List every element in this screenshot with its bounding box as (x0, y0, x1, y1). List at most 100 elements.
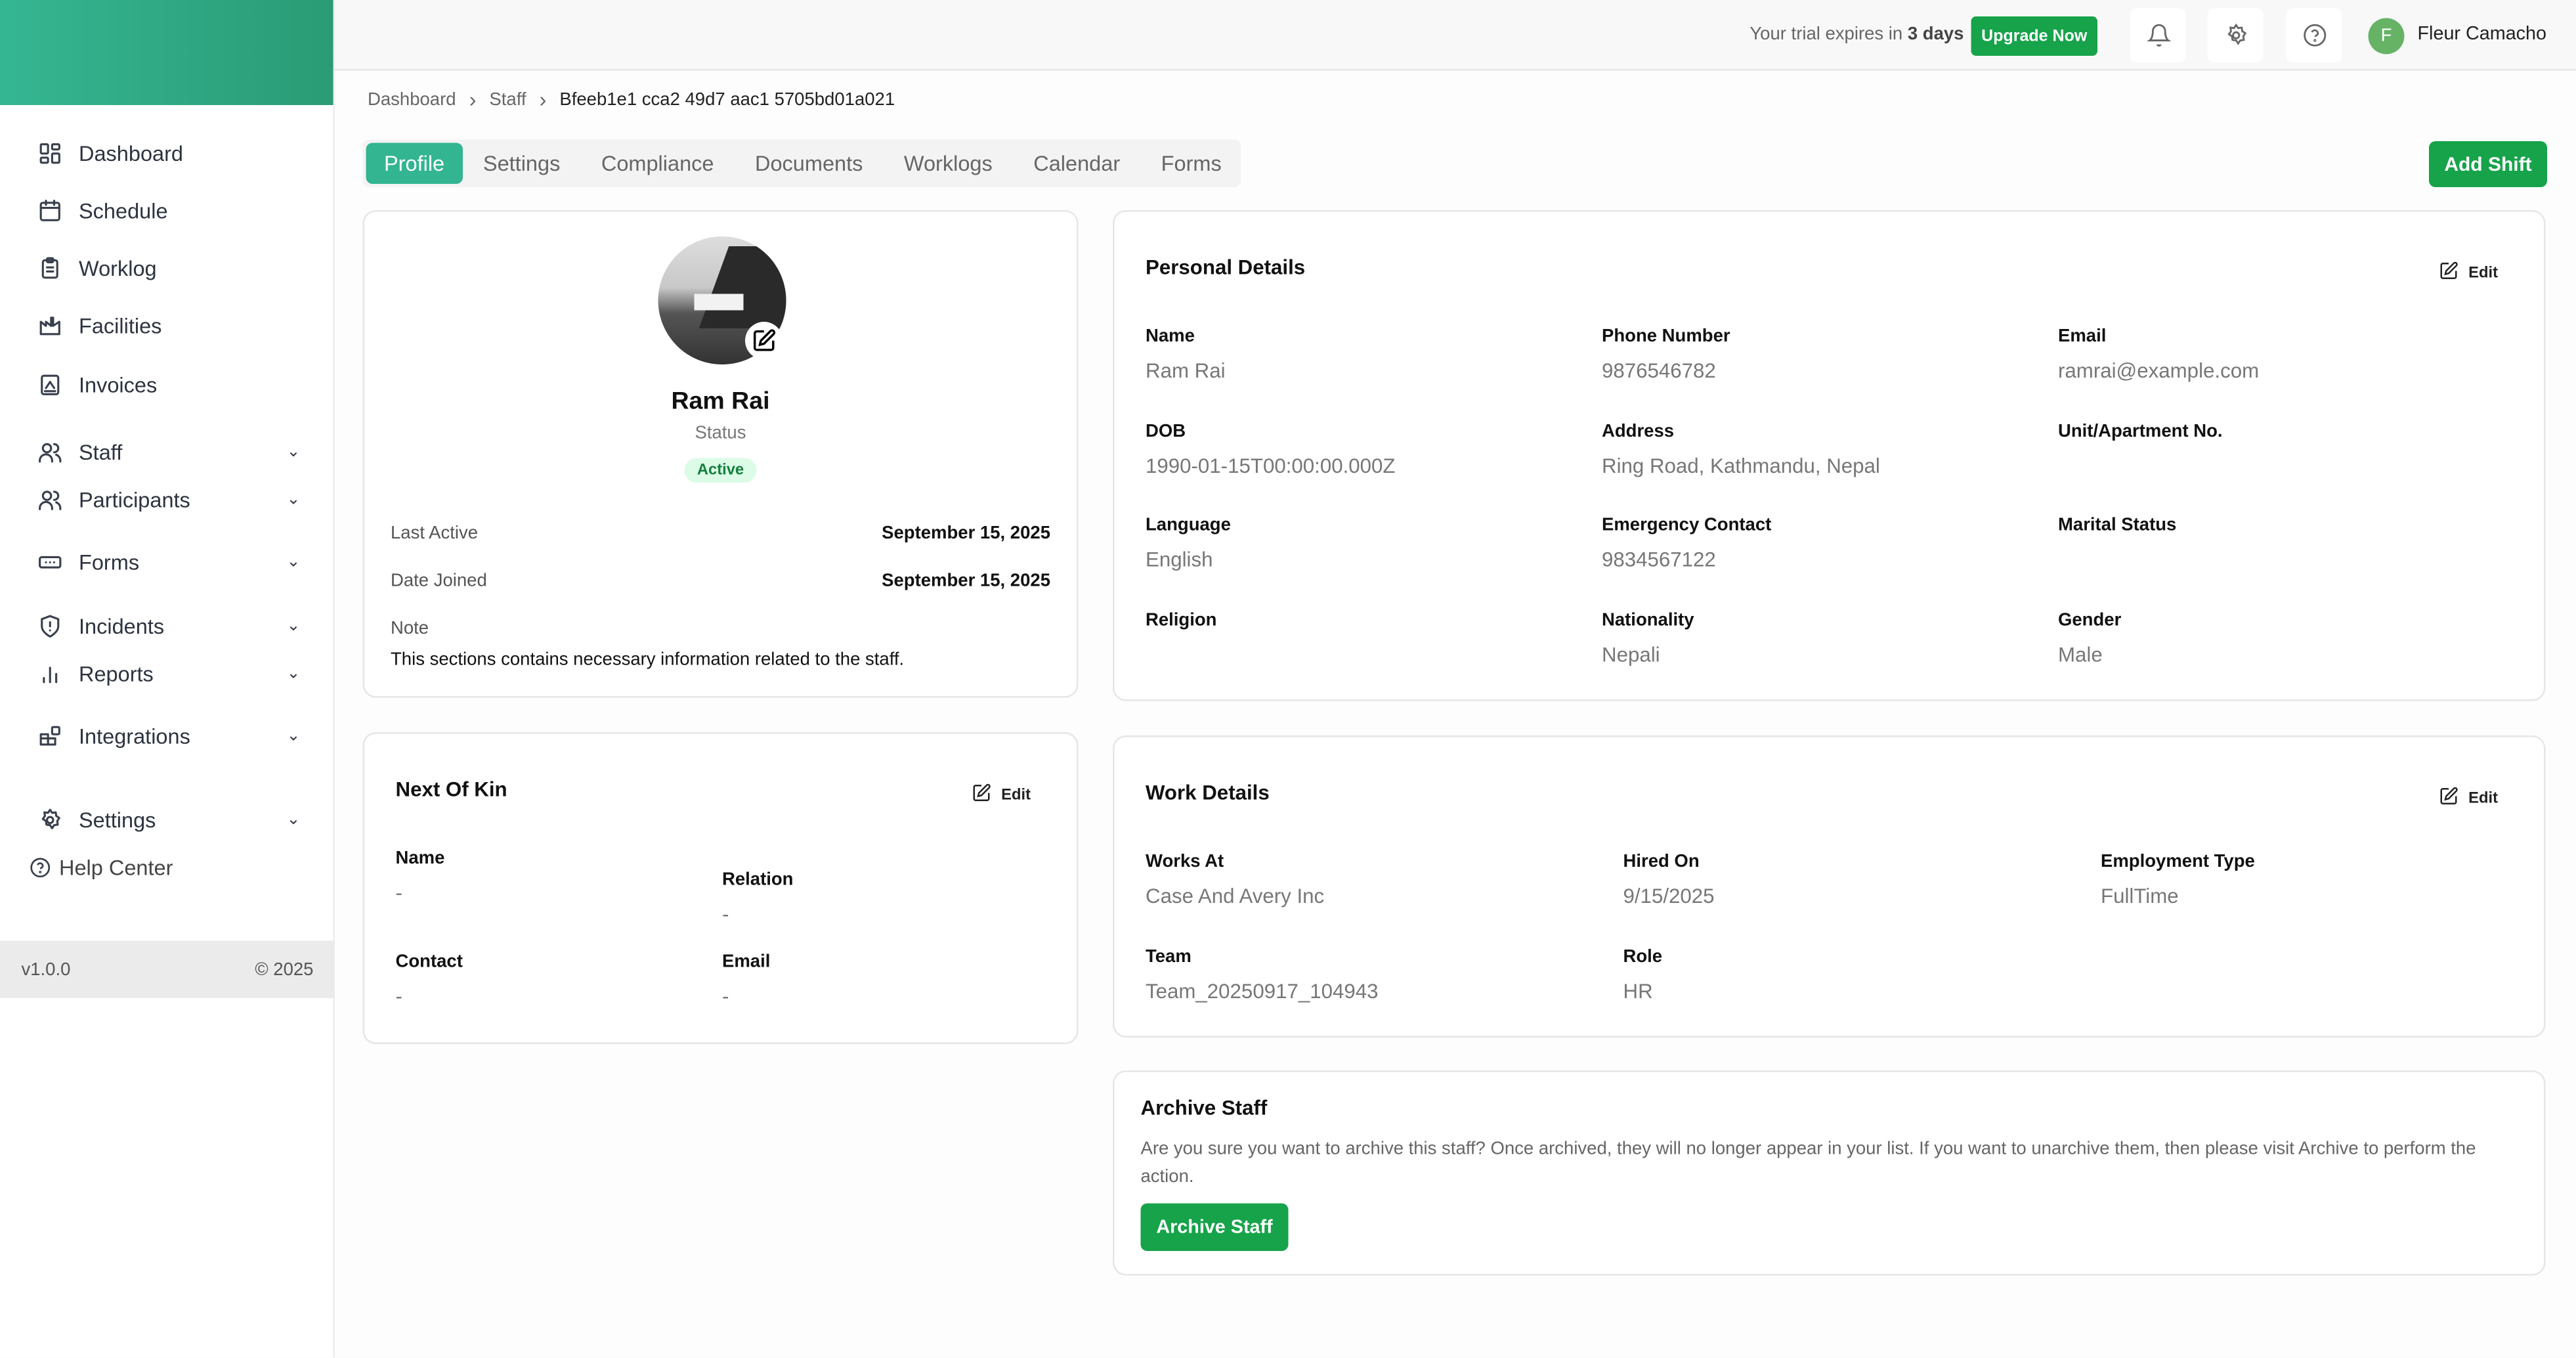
sidebar-item-invoices[interactable]: Invoices (26, 363, 307, 406)
trial-notice: Your trial expires in 3 days (1750, 24, 1964, 45)
bar-chart-icon (26, 655, 72, 691)
edit-icon (2439, 261, 2458, 286)
work-details-title: Work Details (1146, 781, 1270, 804)
chevron-down-icon[interactable]: ⌄ (286, 490, 301, 508)
form-icon (26, 544, 72, 580)
tab-settings[interactable]: Settings (483, 151, 561, 176)
user-avatar[interactable]: F (2368, 18, 2405, 55)
address-value: Ring Road, Kathmandu, Nepal (1602, 454, 1880, 477)
chevron-down-icon[interactable]: ⌄ (286, 442, 301, 461)
sidebar-item-dashboard[interactable]: Dashboard (26, 131, 307, 174)
upgrade-now-button[interactable]: Upgrade Now (1971, 16, 2097, 56)
tab-calendar[interactable]: Calendar (1033, 151, 1121, 176)
contact-label: Contact (395, 952, 463, 972)
name-value: - (395, 881, 402, 905)
nationality-value: Nepali (1602, 642, 1660, 666)
sidebar-item-worklog[interactable]: Worklog (26, 246, 307, 289)
archive-title: Archive Staff (1140, 1097, 1268, 1120)
email-label: Email (722, 952, 771, 972)
chevron-down-icon[interactable]: ⌄ (286, 810, 301, 829)
note-label: Note (391, 619, 429, 639)
kin-edit-button[interactable]: Edit (972, 783, 1031, 808)
sidebar-footer: v1.0.0 © 2025 (0, 940, 335, 998)
sidebar-item-integrations[interactable]: Integrations ⌄ (26, 714, 307, 757)
dob-label: DOB (1146, 421, 1186, 441)
tab-compliance[interactable]: Compliance (601, 151, 714, 176)
gender-label: Gender (2058, 609, 2122, 630)
clipboard-icon (26, 250, 72, 286)
chevron-down-icon[interactable]: ⌄ (286, 664, 301, 682)
language-label: Language (1146, 515, 1231, 535)
breadcrumb-staff[interactable]: Staff (489, 89, 526, 110)
hired-on-label: Hired On (1623, 852, 1700, 872)
add-shift-button[interactable]: Add Shift (2429, 141, 2547, 187)
help-center-label: Help Center (59, 854, 173, 879)
gender-value: Male (2058, 642, 2103, 666)
name-value: Ram Rai (1146, 359, 1226, 383)
team-label: Team (1146, 946, 1191, 967)
sidebar-item-label: Facilities (79, 313, 162, 338)
dashboard-icon (26, 135, 72, 171)
user-name[interactable]: Fleur Camacho (2417, 24, 2547, 45)
archive-staff-button[interactable]: Archive Staff (1140, 1203, 1289, 1251)
works-at-value: Case And Avery Inc (1146, 885, 1325, 908)
religion-label: Religion (1146, 609, 1217, 630)
next-of-kin-title: Next Of Kin (395, 778, 507, 801)
sidebar-item-incidents[interactable]: Incidents ⌄ (26, 604, 307, 647)
sidebar-item-participants[interactable]: Participants ⌄ (26, 478, 307, 521)
date-joined-row: Date Joined September 15, 2025 (391, 571, 1050, 591)
tab-forms[interactable]: Forms (1161, 151, 1222, 176)
status-label: Status (695, 424, 746, 443)
sidebar-item-staff[interactable]: Staff ⌄ (26, 430, 307, 473)
chevron-down-icon[interactable]: ⌄ (286, 552, 301, 571)
edit-photo-icon[interactable] (745, 322, 783, 360)
status-badge: Active (683, 458, 758, 483)
name-label: Name (395, 848, 445, 869)
tab-profile[interactable]: Profile (366, 142, 463, 184)
personal-details-card: Personal Details Edit Name Ram Rai Phone N… (1113, 210, 2546, 701)
work-edit-button[interactable]: Edit (2439, 787, 2498, 812)
sidebar-item-facilities[interactable]: Facilities (26, 304, 307, 347)
sidebar-item-label: Participants (79, 487, 190, 512)
address-label: Address (1602, 421, 1675, 441)
sidebar-item-label: Forms (79, 549, 140, 574)
breadcrumb: Dashboard › Staff › Bfeeb1e1 cca2 49d7 a… (368, 87, 895, 112)
marital-status-label: Marital Status (2058, 515, 2177, 535)
gear-icon[interactable] (2207, 8, 2264, 62)
bell-icon[interactable] (2130, 8, 2186, 62)
sidebar-item-reports[interactable]: Reports ⌄ (26, 652, 307, 695)
employment-type-label: Employment Type (2101, 852, 2255, 872)
relation-value: - (722, 903, 729, 926)
personal-edit-button[interactable]: Edit (2439, 261, 2498, 286)
last-active-row: Last Active September 15, 2025 (391, 523, 1050, 544)
sidebar-item-schedule[interactable]: Schedule (26, 189, 307, 232)
tab-worklogs[interactable]: Worklogs (903, 151, 993, 176)
breadcrumb-dashboard[interactable]: Dashboard (368, 89, 456, 110)
tab-documents[interactable]: Documents (755, 151, 863, 176)
role-value: HR (1623, 979, 1653, 1003)
sidebar-item-settings[interactable]: Settings ⌄ (26, 798, 307, 841)
help-circle-icon (23, 849, 56, 885)
work-details-card: Work Details Edit Works At Case And Avery… (1113, 735, 2546, 1038)
sidebar-item-help-center[interactable]: Help Center (23, 846, 307, 888)
unit-apartment-no-label: Unit/Apartment No. (2058, 421, 2223, 441)
sidebar-item-forms[interactable]: Forms ⌄ (26, 540, 307, 583)
sidebar-item-label: Integrations (79, 723, 190, 748)
team-value: Team_20250917_104943 (1146, 979, 1379, 1003)
chevron-down-icon[interactable]: ⌄ (286, 726, 301, 745)
email-label: Email (2058, 326, 2107, 347)
language-value: English (1146, 548, 1213, 571)
sidebar-item-label: Reports (79, 661, 154, 686)
relation-label: Relation (722, 870, 794, 890)
brand-logo-area (0, 0, 333, 105)
calendar-icon (26, 192, 72, 229)
profile-card: Ram Rai Status Active Last Active Septemb… (362, 210, 1079, 698)
dob-value: 1990-01-15T00:00:00.000Z (1146, 454, 1396, 477)
chevron-right-icon: › (469, 87, 477, 112)
note-text: This sections contains necessary informa… (391, 650, 905, 670)
chevron-right-icon: › (539, 87, 547, 112)
topbar: Your trial expires in 3 days Upgrade Now… (335, 0, 2576, 71)
chevron-down-icon[interactable]: ⌄ (286, 616, 301, 635)
help-icon[interactable] (2286, 8, 2342, 62)
blocks-icon (26, 718, 72, 754)
